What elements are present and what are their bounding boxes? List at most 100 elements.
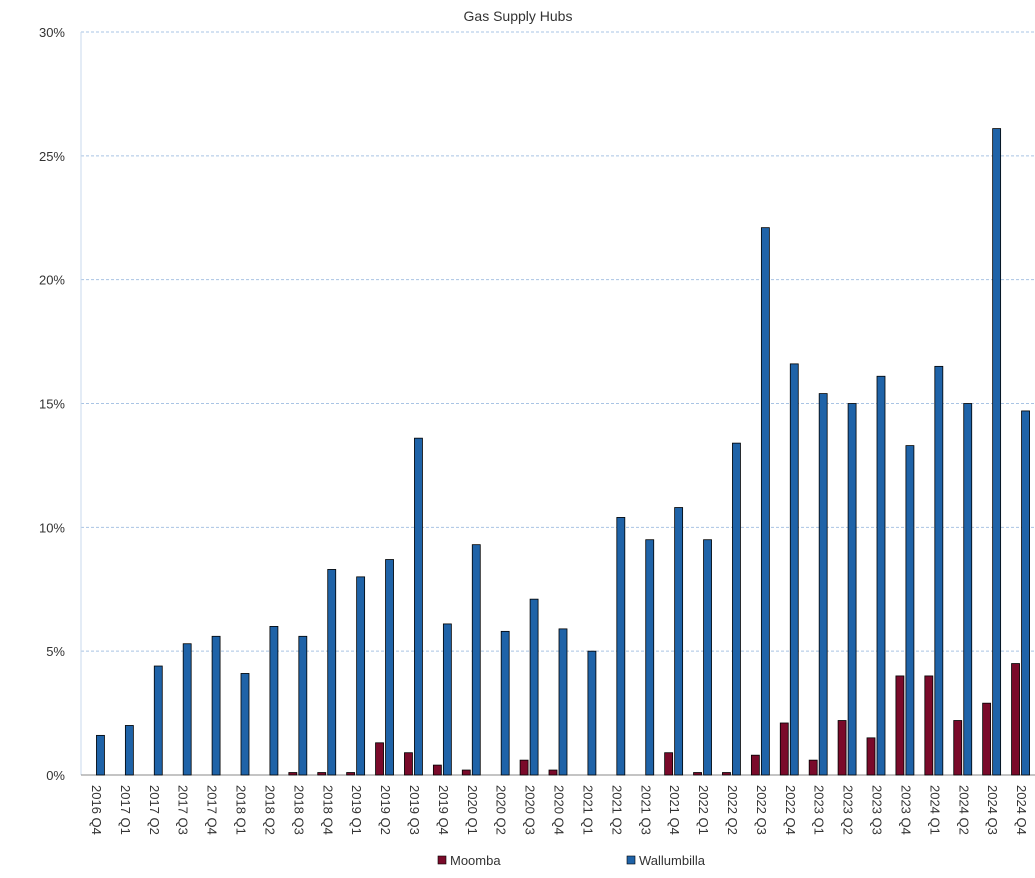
bar-wallumbilla-2020-q3 bbox=[529, 598, 539, 776]
x-tick-label: 2017 Q3 bbox=[176, 785, 191, 835]
legend-label-wallumbilla: Wallumbilla bbox=[639, 853, 706, 868]
bar-moomba-2022-q2 bbox=[722, 772, 731, 776]
bar-wallumbilla-2017-q4 bbox=[211, 635, 221, 776]
bars bbox=[96, 128, 1030, 776]
bar-moomba-2023-q2 bbox=[837, 720, 847, 776]
bar-wallumbilla-2021-q2 bbox=[616, 517, 626, 776]
y-tick-label: 0% bbox=[46, 768, 65, 783]
x-tick-labels: 2016 Q4 2017 Q1 2017 Q2 2017 Q3 2017 Q4 2018 … bbox=[89, 785, 1029, 835]
bar-wallumbilla-2024-q2 bbox=[963, 403, 973, 776]
x-tick-label: 2024 Q4 bbox=[1014, 785, 1029, 835]
x-tick-label: 2022 Q4 bbox=[783, 785, 798, 835]
bar-moomba-2019-q1 bbox=[346, 772, 356, 776]
bar-moomba-2022-q1 bbox=[693, 772, 702, 776]
bar-moomba-2022-q4 bbox=[779, 722, 789, 776]
bar-wallumbilla-2018-q3 bbox=[298, 635, 308, 776]
bar-moomba-2018-q3 bbox=[288, 772, 298, 776]
bar-wallumbilla-2021-q1 bbox=[587, 650, 597, 776]
x-tick-label: 2019 Q3 bbox=[407, 785, 422, 835]
x-tick-label: 2023 Q1 bbox=[812, 785, 827, 835]
bar-wallumbilla-2021-q3 bbox=[645, 539, 655, 776]
bar-wallumbilla-2023-q2 bbox=[847, 403, 857, 776]
legend-label-moomba: Moomba bbox=[450, 853, 501, 868]
x-tick-label: 2019 Q4 bbox=[436, 785, 451, 835]
bar-wallumbilla-2022-q2 bbox=[732, 442, 741, 776]
bar-wallumbilla-2020-q2 bbox=[500, 630, 510, 776]
x-tick-label: 2022 Q3 bbox=[754, 785, 769, 835]
bar-wallumbilla-2023-q1 bbox=[818, 393, 828, 776]
legend: Moomba Wallumbilla bbox=[437, 853, 706, 868]
bar-wallumbilla-2024-q1 bbox=[934, 365, 944, 776]
bar-wallumbilla-2018-q1 bbox=[240, 673, 250, 776]
x-tick-label: 2022 Q2 bbox=[725, 785, 740, 835]
bar-moomba-2024-q4 bbox=[1011, 663, 1020, 776]
x-tick-label: 2018 Q1 bbox=[234, 785, 249, 835]
x-tick-label: 2021 Q3 bbox=[638, 785, 653, 835]
bar-moomba-2023-q3 bbox=[866, 737, 876, 776]
bar-wallumbilla-2024-q3 bbox=[992, 128, 1002, 776]
bar-moomba-2024-q2 bbox=[953, 720, 963, 776]
bar-moomba-2020-q4 bbox=[548, 769, 558, 776]
y-tick-label: 20% bbox=[39, 273, 65, 288]
x-tick-label: 2021 Q4 bbox=[667, 785, 682, 835]
bar-moomba-2024-q1 bbox=[924, 675, 934, 776]
bar-wallumbilla-2024-q4 bbox=[1021, 410, 1030, 776]
bar-wallumbilla-2023-q3 bbox=[876, 375, 886, 776]
bar-moomba-2023-q4 bbox=[895, 675, 905, 776]
bar-moomba-2022-q3 bbox=[750, 754, 760, 776]
bar-moomba-2020-q3 bbox=[519, 759, 529, 776]
x-tick-label: 2020 Q1 bbox=[465, 785, 480, 835]
y-tick-label: 10% bbox=[39, 520, 65, 535]
x-tick-label: 2023 Q4 bbox=[898, 785, 913, 835]
bar-moomba-2023-q1 bbox=[808, 759, 818, 776]
y-tick-label: 5% bbox=[46, 644, 65, 659]
bar-wallumbilla-2020-q4 bbox=[558, 628, 568, 776]
bar-wallumbilla-2022-q4 bbox=[789, 363, 799, 776]
x-tick-label: 2016 Q4 bbox=[89, 785, 104, 835]
bar-wallumbilla-2019-q1 bbox=[356, 576, 366, 776]
bar-moomba-2018-q4 bbox=[317, 772, 327, 776]
x-tick-label: 2021 Q2 bbox=[609, 785, 624, 835]
legend-swatch-wallumbilla bbox=[626, 855, 636, 865]
bar-wallumbilla-2016-q4 bbox=[96, 734, 105, 776]
bar-moomba-2024-q3 bbox=[982, 702, 992, 776]
chart-title: Gas Supply Hubs bbox=[464, 8, 573, 24]
x-tick-label: 2024 Q1 bbox=[927, 785, 942, 835]
bar-wallumbilla-2019-q4 bbox=[442, 623, 452, 776]
bar-wallumbilla-2022-q1 bbox=[703, 539, 712, 776]
x-tick-label: 2018 Q2 bbox=[262, 785, 277, 835]
bar-wallumbilla-2022-q3 bbox=[760, 227, 770, 776]
x-tick-label: 2020 Q3 bbox=[523, 785, 538, 835]
x-tick-label: 2017 Q2 bbox=[147, 785, 162, 835]
bar-wallumbilla-2017-q1 bbox=[124, 725, 134, 776]
bar-moomba-2019-q2 bbox=[375, 742, 384, 776]
bar-moomba-2021-q4 bbox=[664, 752, 674, 776]
x-tick-label: 2023 Q2 bbox=[841, 785, 856, 835]
y-tick-label: 30% bbox=[39, 25, 65, 40]
x-tick-label: 2024 Q3 bbox=[985, 785, 1000, 835]
bar-wallumbilla-2019-q2 bbox=[385, 559, 394, 776]
x-tick-label: 2022 Q1 bbox=[696, 785, 711, 835]
y-tick-label: 25% bbox=[39, 149, 65, 164]
bar-moomba-2019-q3 bbox=[404, 752, 413, 776]
x-tick-label: 2018 Q4 bbox=[320, 785, 335, 835]
y-tick-labels: 0% 5% 10% 15% 20% 25% 30% bbox=[39, 25, 65, 783]
x-tick-label: 2021 Q1 bbox=[580, 785, 595, 835]
y-tick-label: 15% bbox=[39, 397, 65, 412]
x-tick-label: 2020 Q2 bbox=[494, 785, 509, 835]
bar-wallumbilla-2021-q4 bbox=[674, 507, 684, 776]
x-tick-label: 2017 Q4 bbox=[205, 785, 220, 835]
axes bbox=[80, 32, 1035, 776]
bar-wallumbilla-2017-q2 bbox=[153, 665, 163, 776]
legend-swatch-moomba bbox=[437, 855, 447, 865]
bar-wallumbilla-2018-q4 bbox=[327, 569, 337, 776]
x-tick-label: 2020 Q4 bbox=[552, 785, 567, 835]
x-tick-label: 2023 Q3 bbox=[870, 785, 885, 835]
bar-wallumbilla-2018-q2 bbox=[269, 626, 279, 776]
bar-moomba-2020-q1 bbox=[461, 769, 471, 776]
x-tick-label: 2018 Q3 bbox=[291, 785, 306, 835]
grid-lines bbox=[81, 31, 1035, 652]
x-tick-label: 2024 Q2 bbox=[956, 785, 971, 835]
